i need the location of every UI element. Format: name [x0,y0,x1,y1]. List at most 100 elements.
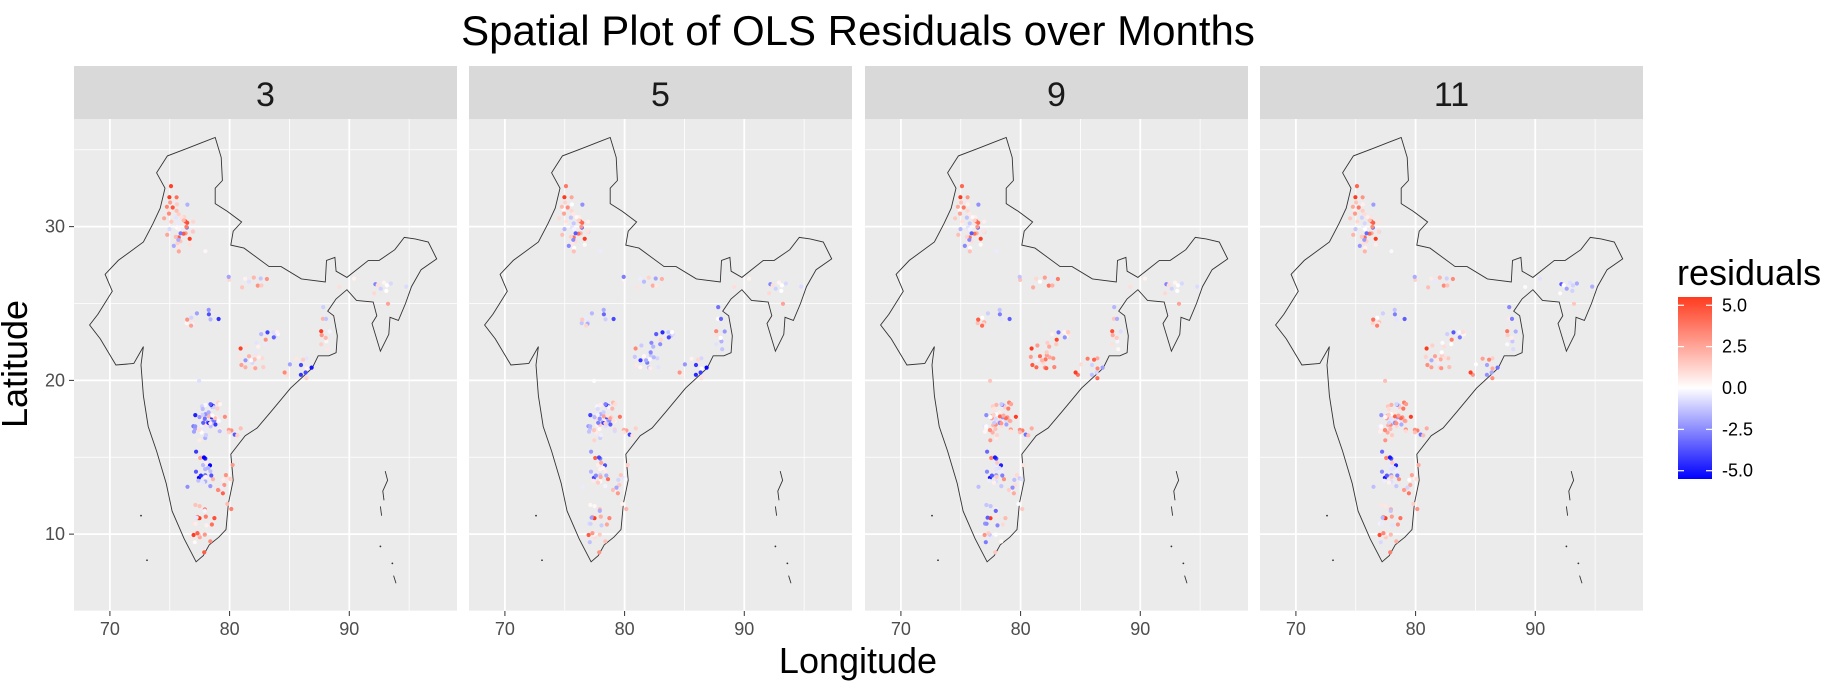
residual-point [200,406,205,412]
residual-point [962,243,967,248]
island-marker [379,545,382,548]
residual-point [170,205,175,210]
residual-point [1383,438,1388,443]
residual-point [634,362,639,368]
residual-point [178,231,183,236]
residual-point [682,362,688,367]
residual-point [1008,429,1013,434]
residual-point [200,412,205,417]
residual-point [1116,347,1121,352]
residual-points [953,184,1200,555]
residual-point [1380,515,1385,520]
residual-point [591,428,597,433]
residual-point [1034,365,1039,370]
residual-point [598,474,603,480]
residual-point [1017,274,1022,279]
residual-point [1383,504,1388,509]
residual-point [658,337,663,342]
residual-point [1387,455,1393,460]
residual-point [202,550,207,555]
residual-point [1567,280,1573,285]
residual-point [265,330,270,335]
residual-point [1440,340,1445,345]
residual-point [173,234,178,239]
residual-point [1175,288,1180,293]
residual-point [1412,430,1417,435]
residual-point [582,236,587,241]
residual-point [1390,460,1395,465]
residual-point [598,402,603,407]
residual-point [978,242,983,247]
residual-point [1373,242,1378,247]
residual-point [1396,413,1401,418]
residual-point [1430,343,1435,348]
residual-point [630,433,635,438]
residual-point [196,478,201,483]
residual-point [1487,357,1492,362]
residual-point [593,473,599,478]
residual-point [997,312,1003,317]
residual-point [1394,317,1399,322]
residual-point [1398,516,1403,521]
residual-point [203,474,208,480]
residual-point [958,227,963,232]
residual-point [187,236,192,241]
residual-point [404,284,409,289]
residual-point [982,219,987,224]
island-marker [1577,562,1580,565]
residual-point [1362,211,1367,217]
residual-point [605,477,611,482]
residual-point [603,469,608,474]
residual-point [633,426,638,431]
facet-label: 9 [1047,76,1066,114]
residual-point [176,249,181,254]
residual-point [984,413,989,418]
residual-point [1370,224,1375,229]
x-tick-label: 90 [1130,619,1150,639]
facet-strip [74,66,457,119]
residual-point [654,283,659,288]
residual-point [573,231,578,236]
island-marker [1182,562,1185,565]
residual-point [256,355,261,360]
residual-point [1404,402,1409,407]
residual-point [226,274,231,279]
residual-point [1169,286,1174,291]
residual-point [976,317,981,322]
facet-label: 11 [1434,76,1469,114]
residual-point [1001,477,1007,482]
residual-point [222,482,227,488]
residual-point [1473,362,1478,367]
residual-point [589,449,594,454]
residual-point [592,378,597,383]
residual-point [190,229,195,234]
panel-background [74,119,457,611]
facet-strip [1260,66,1643,119]
residual-point [1408,414,1413,419]
residual-point [1354,184,1360,189]
residual-point [632,354,637,359]
residual-point [1355,219,1360,224]
residual-point [193,469,199,474]
residual-point [216,418,221,423]
residual-point [1484,372,1489,377]
residual-point [271,330,276,335]
residual-point [215,406,220,411]
residual-point [189,323,194,328]
residual-point [1021,462,1026,468]
residual-point [980,323,985,328]
residual-point [1044,366,1049,371]
residual-point [1066,330,1071,335]
residual-point [1447,365,1452,370]
residual-point [689,356,694,361]
residual-point [209,522,214,527]
residual-point [586,532,591,538]
residual-point [193,521,198,526]
residual-point [271,335,276,340]
facet-strip [865,66,1248,119]
residual-point [1387,463,1392,468]
residual-point [597,426,602,432]
residual-point [1352,211,1358,216]
residual-point [1012,477,1017,482]
residual-point [181,218,186,223]
